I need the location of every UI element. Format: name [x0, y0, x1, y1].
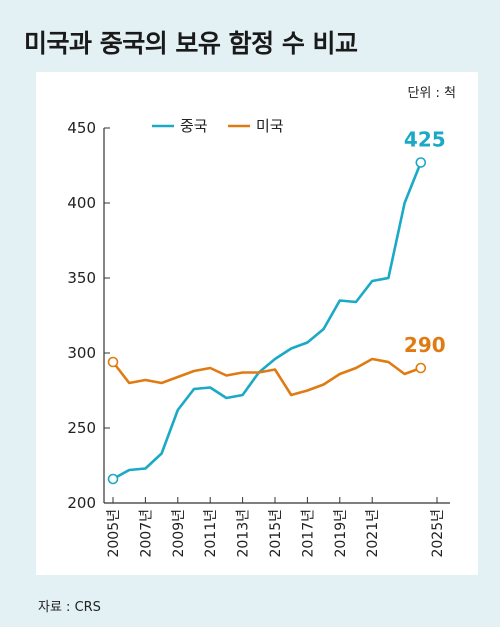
y-tick-label: 450 — [67, 119, 96, 137]
x-tick-label: 2009년 — [171, 509, 187, 558]
end-value-label: 425 — [404, 128, 446, 152]
x-tick-label: 2015년 — [268, 509, 284, 558]
end-value-label: 290 — [404, 333, 446, 357]
series-group — [107, 157, 427, 485]
legend-label: 중국 — [180, 117, 208, 135]
x-tick-label: 2021년 — [365, 509, 381, 558]
legend-label: 미국 — [256, 117, 284, 135]
series-line-usa — [111, 357, 422, 397]
series-end-point — [415, 157, 427, 168]
end-label-group: 425 290 — [404, 128, 446, 358]
series-start-point — [107, 356, 119, 368]
x-tick-label: 2007년 — [138, 509, 154, 558]
source-label: 자료 : CRS — [38, 600, 101, 615]
y-tick-label: 400 — [67, 194, 96, 212]
x-tick-label: 2005년 — [106, 509, 122, 558]
x-tick-label: 2019년 — [333, 509, 349, 558]
y-tick-label: 300 — [67, 344, 96, 362]
legend: 중국 미국 — [152, 117, 284, 135]
series-line-china — [112, 162, 423, 481]
x-tick-label: 2025년 — [430, 509, 446, 558]
x-tick-label: 2011년 — [203, 509, 219, 558]
y-tick-group: 200 250 300 350 400 450 — [67, 119, 110, 512]
y-tick-label: 200 — [67, 494, 96, 512]
x-tick-label: 2017년 — [300, 509, 316, 558]
series-start-point — [107, 473, 119, 485]
chart-panel — [36, 72, 478, 575]
unit-label: 단위 : 척 — [407, 86, 456, 101]
series-end-point — [415, 362, 427, 374]
chart-title: 미국과 중국의 보유 함정 수 비교 — [24, 29, 358, 58]
y-tick-label: 350 — [67, 269, 96, 287]
y-tick-label: 250 — [67, 419, 96, 437]
x-tick-label: 2013년 — [236, 509, 252, 558]
x-tick-group: 2005년 2007년 2009년 2011년 2013년 2015년 2017년 2019년… — [106, 497, 446, 558]
